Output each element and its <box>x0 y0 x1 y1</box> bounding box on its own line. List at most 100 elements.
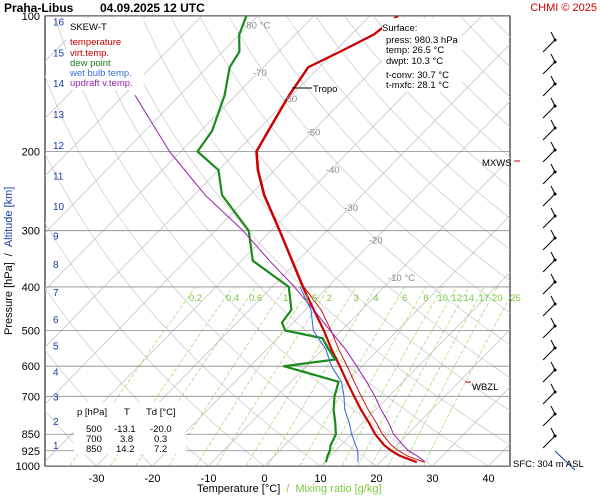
isotherm-label: -30 <box>344 203 358 214</box>
mixing-ratio-labels: 0.2 0.4 0.6 1 1.5 2 3 4 6 8 10 12 14 17 20 25 <box>189 293 521 304</box>
wind-barb-dot <box>553 60 557 64</box>
table-header-td: Td [°C] <box>146 407 176 418</box>
wind-barb-dot <box>553 302 557 306</box>
table-row-500-td: -20.0 <box>150 424 172 435</box>
altitude-tick-11: 11 <box>53 172 64 183</box>
wind-barb-dot <box>553 126 557 130</box>
sfc-label: SFC: 304 m ASL <box>513 459 584 470</box>
pressure-tick-200: 200 <box>22 146 40 158</box>
mixing-ratio-label: 12 <box>451 293 462 304</box>
surface-press: press: 980.3 hPa <box>386 35 459 46</box>
wind-barb-dot <box>553 170 557 174</box>
pressure-tick-labels: 100 200 300 400 500 600 700 850 925 1000 <box>16 11 40 473</box>
wind-barb <box>542 193 556 207</box>
wind-barb-dot <box>553 214 557 218</box>
altitude-tick-7: 7 <box>53 288 59 299</box>
isotherm-line <box>96 43 510 466</box>
mixing-ratio-label: 1.5 <box>304 293 317 304</box>
isotherm-line <box>45 16 146 120</box>
surface-dwpt: dwpt: 10.3 °C <box>386 56 443 67</box>
series-updraft-v-temp <box>134 94 426 463</box>
series-wet-bulb-temp <box>299 286 359 463</box>
wind-barb <box>542 149 556 163</box>
mixing-ratio-label: 10 <box>437 293 448 304</box>
surface-tmxfc: t-mxfc: 28.1 °C <box>386 80 449 91</box>
mixing-ratio-label: 0.6 <box>249 293 262 304</box>
wind-barb-dot <box>553 434 557 438</box>
wind-barb-dot <box>553 412 557 416</box>
table-row-850-p: 850 <box>86 444 102 455</box>
altitude-tick-5: 5 <box>53 342 59 353</box>
mixing-ratio-label: 8 <box>423 293 428 304</box>
table-row-700-p: 700 <box>86 434 102 445</box>
wind-barb <box>542 61 556 75</box>
dry-adiabat <box>518 16 600 466</box>
altitude-tick-9: 9 <box>53 231 59 242</box>
table-row-700-t: 3.8 <box>120 434 133 445</box>
legend-updraft: updraft v.temp. <box>70 78 133 89</box>
legend-temperature: temperature <box>70 37 121 48</box>
mxws-label: MXWS <box>482 158 512 169</box>
surface-tconv: t-conv: 30.7 °C <box>386 70 449 81</box>
series-dew-point <box>196 16 340 463</box>
altitude-tick-10: 10 <box>53 202 65 213</box>
legend-virt-temp: virt.temp. <box>70 48 109 59</box>
dry-adiabat <box>170 16 510 379</box>
altitude-tick-14: 14 <box>53 79 65 90</box>
y-axis-alt-label: Altitude [km] <box>3 187 15 248</box>
series-virt-temp <box>256 16 425 463</box>
x-axis-title: Temperature [°C] / Mixing ratio [g/kg] <box>197 483 382 495</box>
isotherm-line <box>264 214 510 466</box>
mixing-ratio-label: 20 <box>492 293 503 304</box>
wind-barb <box>542 325 556 339</box>
wind-barbs <box>542 31 576 471</box>
datetime-title: 04.09.2025 12 UTC <box>100 1 205 15</box>
wind-barb <box>542 435 556 449</box>
x-tick--20: -20 <box>145 473 161 485</box>
y-axis-pressure-label: Pressure [hPa] <box>3 262 15 335</box>
wind-barb <box>542 281 556 295</box>
x-tick--10: -10 <box>201 473 217 485</box>
dry-adiabat <box>286 16 510 250</box>
legend-title: SKEW-T <box>70 22 107 33</box>
wind-barb-dot <box>553 236 557 240</box>
isotherm-line <box>152 100 510 466</box>
isotherm-label: -40 <box>326 165 340 176</box>
wind-barb-dot <box>553 346 557 350</box>
y-axis-title: Pressure [hPa] / Altitude [km] <box>3 187 15 335</box>
altitude-tick-2: 2 <box>53 417 59 428</box>
grid-layer <box>45 16 600 466</box>
wbzl-label: WBZL <box>472 382 498 393</box>
isotherm-line <box>376 329 510 466</box>
mixing-ratio-label: 2 <box>327 293 332 304</box>
dry-adiabat <box>257 16 510 282</box>
mixing-ratio-label: 25 <box>510 293 521 304</box>
table-header-t: T <box>124 407 130 418</box>
x-tick-40: 40 <box>482 473 494 485</box>
table-row-850-t: 14.2 <box>116 444 135 455</box>
wind-barb-dot <box>553 280 557 284</box>
x-tick-10: 10 <box>314 473 326 485</box>
profile-layer <box>134 16 426 464</box>
mixing-ratio-label: 17 <box>479 293 490 304</box>
wind-barb-dot <box>553 258 557 262</box>
wind-barb <box>542 413 556 427</box>
pressure-tick-100: 100 <box>22 11 40 23</box>
isotherm-label: -10 °C <box>388 273 415 284</box>
temperature-tick-labels: -30 -20 -10 0 10 20 30 40 <box>89 473 495 485</box>
pressure-tick-700: 700 <box>22 391 40 403</box>
wind-barb-dot <box>553 38 557 42</box>
isotherm-line <box>545 16 600 466</box>
pressure-tick-300: 300 <box>22 226 40 238</box>
mixing-ratio-label: 1 <box>283 293 288 304</box>
wind-barb <box>542 83 556 97</box>
wind-barb-dot <box>553 192 557 196</box>
surface-info: Surface: press: 980.3 hPa temp: 26.5 °C … <box>382 18 462 92</box>
surface-wind <box>554 450 576 471</box>
y-axis-sep: / <box>3 252 15 256</box>
wind-barb <box>542 303 556 317</box>
isotherm-line <box>45 16 314 291</box>
pressure-tick-850: 850 <box>22 429 40 441</box>
